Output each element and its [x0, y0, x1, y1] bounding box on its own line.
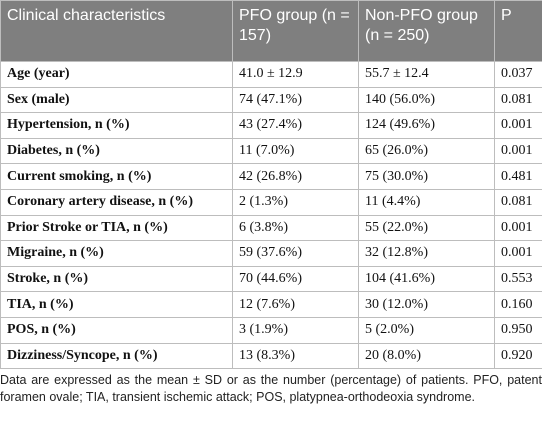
- row-label: Current smoking, n (%): [0, 163, 233, 190]
- cell: 0.081: [494, 188, 542, 216]
- cell: 0.553: [494, 265, 542, 293]
- cell: 55 (22.0%): [358, 214, 495, 242]
- row-label: Sex (male): [0, 86, 233, 114]
- cell: 104 (41.6%): [358, 265, 495, 293]
- row-label: Age (year): [0, 61, 233, 88]
- cell: 59 (37.6%): [232, 240, 359, 267]
- table-row: Dizziness/Syncope, n (%) 13 (8.3%) 20 (8.0…: [0, 342, 542, 370]
- cell: 0.160: [494, 291, 542, 318]
- table-row: Sex (male) 74 (47.1%) 140 (56.0%) 0.081: [0, 86, 542, 114]
- row-label: Stroke, n (%): [0, 265, 233, 293]
- cell: 55.7 ± 12.4: [358, 61, 495, 88]
- cell: 0.001: [494, 137, 542, 165]
- header-row: Clinical characteristics PFO group (n = 1…: [0, 0, 542, 62]
- table-row: Hypertension, n (%) 43 (27.4%) 124 (49.6%)…: [0, 112, 542, 139]
- cell: 0.481: [494, 163, 542, 190]
- table-row: Age (year) 41.0 ± 12.9 55.7 ± 12.4 0.037: [0, 61, 542, 88]
- header-cell: Non-PFO group (n = 250): [358, 0, 495, 62]
- cell: 74 (47.1%): [232, 86, 359, 114]
- cell: 3 (1.9%): [232, 316, 359, 344]
- cell: 0.950: [494, 316, 542, 344]
- cell: 2 (1.3%): [232, 188, 359, 216]
- row-label: Dizziness/Syncope, n (%): [0, 342, 233, 370]
- row-label: Migraine, n (%): [0, 240, 233, 267]
- table: Clinical characteristics PFO group (n = 1…: [0, 0, 542, 370]
- row-label: Prior Stroke or TIA, n (%): [0, 214, 233, 242]
- cell: 42 (26.8%): [232, 163, 359, 190]
- cell: 124 (49.6%): [358, 112, 495, 139]
- cell: 75 (30.0%): [358, 163, 495, 190]
- cell: 43 (27.4%): [232, 112, 359, 139]
- row-label: POS, n (%): [0, 316, 233, 344]
- cell: 0.037: [494, 61, 542, 88]
- cell: 6 (3.8%): [232, 214, 359, 242]
- table-row: TIA, n (%) 12 (7.6%) 30 (12.0%) 0.160: [0, 291, 542, 318]
- cell: 0.081: [494, 86, 542, 114]
- cell: 20 (8.0%): [358, 342, 495, 370]
- footnote: Data are expressed as the mean ± SD or a…: [0, 373, 542, 404]
- table-row: Prior Stroke or TIA, n (%) 6 (3.8%) 55 (22…: [0, 214, 542, 242]
- cell: 65 (26.0%): [358, 137, 495, 165]
- cell: 11 (7.0%): [232, 137, 359, 165]
- cell: 0.001: [494, 214, 542, 242]
- table-row: Migraine, n (%) 59 (37.6%) 32 (12.8%) 0.001: [0, 240, 542, 267]
- cell: 0.001: [494, 112, 542, 139]
- table-row: Coronary artery disease, n (%) 2 (1.3%) 11…: [0, 188, 542, 216]
- cell: 70 (44.6%): [232, 265, 359, 293]
- row-label: TIA, n (%): [0, 291, 233, 318]
- cell: 30 (12.0%): [358, 291, 495, 318]
- cell: 41.0 ± 12.9: [232, 61, 359, 88]
- table-row: POS, n (%) 3 (1.9%) 5 (2.0%) 0.950: [0, 316, 542, 344]
- header-cell: P: [494, 0, 542, 62]
- cell: 12 (7.6%): [232, 291, 359, 318]
- header-cell: PFO group (n = 157): [232, 0, 359, 62]
- row-label: Diabetes, n (%): [0, 137, 233, 165]
- table-row: Stroke, n (%) 70 (44.6%) 104 (41.6%) 0.553: [0, 265, 542, 293]
- cell: 140 (56.0%): [358, 86, 495, 114]
- cell: 32 (12.8%): [358, 240, 495, 267]
- table-row: Diabetes, n (%) 11 (7.0%) 65 (26.0%) 0.001: [0, 137, 542, 165]
- cell: 0.920: [494, 342, 542, 370]
- cell: 0.001: [494, 240, 542, 267]
- table-body: Age (year) 41.0 ± 12.9 55.7 ± 12.4 0.037 Sex…: [0, 61, 542, 370]
- cell: 11 (4.4%): [358, 188, 495, 216]
- cell: 5 (2.0%): [358, 316, 495, 344]
- table-row: Current smoking, n (%) 42 (26.8%) 75 (30.0…: [0, 163, 542, 190]
- row-label: Hypertension, n (%): [0, 112, 233, 139]
- header-cell: Clinical characteristics: [0, 0, 233, 62]
- cell: 13 (8.3%): [232, 342, 359, 370]
- row-label: Coronary artery disease, n (%): [0, 188, 233, 216]
